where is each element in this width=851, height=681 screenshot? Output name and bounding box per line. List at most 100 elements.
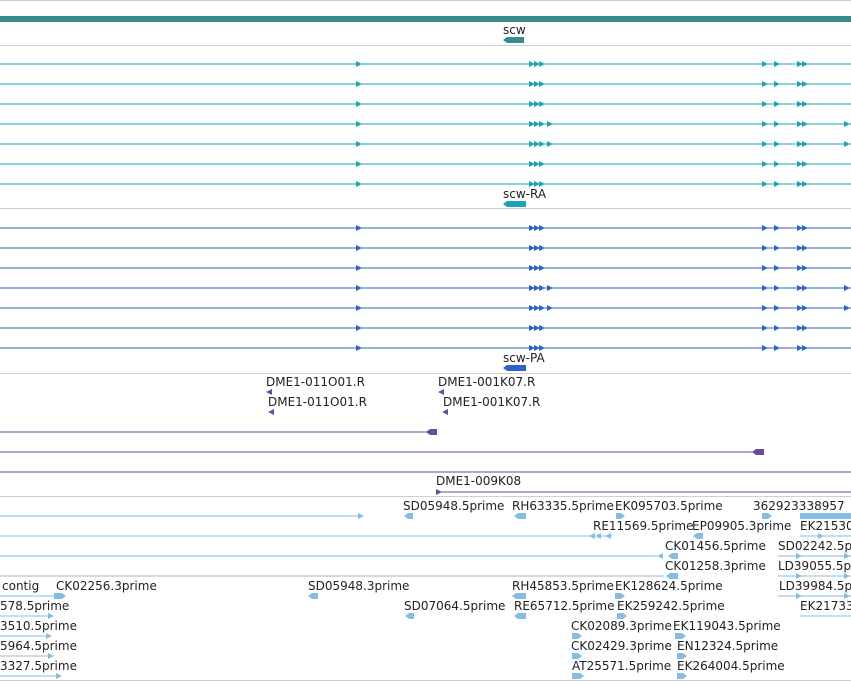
est-label[interactable]: EK264004.5prime — [677, 659, 785, 673]
exon-block[interactable] — [514, 513, 526, 519]
exon-arrow[interactable] — [797, 121, 803, 127]
exon-arrow[interactable] — [539, 121, 545, 127]
est-label[interactable]: LD39984.5p — [779, 579, 851, 593]
exon-arrow[interactable] — [762, 305, 768, 311]
exon-arrow[interactable] — [539, 345, 545, 351]
exon-arrow[interactable] — [844, 573, 850, 579]
exon-arrow[interactable] — [539, 225, 545, 231]
exon-arrow[interactable] — [774, 265, 780, 271]
exon-arrow[interactable] — [356, 345, 362, 351]
exon-arrow[interactable] — [774, 305, 780, 311]
exon-arrow[interactable] — [797, 225, 803, 231]
exon-arrow[interactable] — [539, 101, 545, 107]
exon-arrow[interactable] — [762, 181, 768, 187]
exon-arrow[interactable] — [605, 533, 611, 539]
exon-arrow[interactable] — [48, 653, 54, 659]
exon-arrow[interactable] — [797, 325, 803, 331]
exon-block[interactable] — [426, 429, 437, 435]
cdna-label[interactable]: DME1-001K07.R — [443, 395, 541, 409]
exon-arrow[interactable] — [802, 245, 808, 251]
exon-arrow[interactable] — [774, 181, 780, 187]
exon-block[interactable] — [572, 633, 582, 639]
exon-arrow[interactable] — [797, 265, 803, 271]
gene-label[interactable]: scw — [503, 23, 526, 37]
exon-arrow[interactable] — [774, 81, 780, 87]
protein-label[interactable]: scw-PA — [503, 351, 545, 365]
exon-block[interactable] — [405, 613, 414, 619]
exon-block[interactable] — [503, 365, 526, 371]
cdna-label[interactable]: DME1-011O01.R — [268, 395, 367, 409]
est-label[interactable]: EK119043.5prime — [673, 619, 781, 633]
exon-arrow[interactable] — [539, 161, 545, 167]
est-label[interactable]: 5964.5prime — [0, 639, 77, 653]
est-label[interactable]: LD39055.5p — [778, 559, 851, 573]
exon-arrow[interactable] — [762, 81, 768, 87]
exon-arrow[interactable] — [802, 121, 808, 127]
exon-arrow[interactable] — [802, 265, 808, 271]
exon-arrow[interactable] — [774, 325, 780, 331]
exon-block[interactable] — [666, 573, 678, 579]
exon-arrow[interactable] — [844, 593, 850, 599]
est-label[interactable]: AT25571.5prime — [572, 659, 672, 673]
est-label[interactable]: CK02256.3prime — [56, 579, 157, 593]
exon-arrow[interactable] — [802, 325, 808, 331]
exon-block[interactable] — [677, 653, 687, 659]
est-label[interactable]: CK02089.3prime — [571, 619, 672, 633]
exon-block[interactable] — [572, 653, 582, 659]
est-label[interactable]: CK02429.3prime — [571, 639, 672, 653]
exon-arrow[interactable] — [796, 593, 802, 599]
exon-block[interactable] — [503, 37, 524, 43]
exon-arrow[interactable] — [534, 285, 540, 291]
exon-block[interactable] — [572, 673, 584, 679]
est-label[interactable]: 578.5prime — [0, 599, 70, 613]
exon-arrow[interactable] — [534, 81, 540, 87]
exon-arrow[interactable] — [774, 161, 780, 167]
exon-arrow[interactable] — [797, 305, 803, 311]
gene-bar[interactable] — [0, 16, 851, 22]
exon-arrow[interactable] — [802, 61, 808, 67]
exon-arrow[interactable] — [802, 181, 808, 187]
exon-arrow[interactable] — [762, 345, 768, 351]
exon-arrow[interactable] — [438, 389, 444, 395]
exon-arrow[interactable] — [529, 81, 535, 87]
exon-arrow[interactable] — [534, 121, 540, 127]
exon-arrow[interactable] — [774, 141, 780, 147]
exon-arrow[interactable] — [797, 141, 803, 147]
exon-arrow[interactable] — [266, 389, 272, 395]
cdna-label[interactable]: DME1-009K08 — [436, 474, 522, 488]
exon-arrow[interactable] — [436, 489, 442, 495]
est-label[interactable]: SD02242.5p — [778, 539, 851, 553]
exon-arrow[interactable] — [802, 305, 808, 311]
exon-arrow[interactable] — [442, 409, 448, 415]
exon-arrow[interactable] — [268, 409, 274, 415]
est-label[interactable]: EK259242.5prime — [617, 599, 725, 613]
exon-arrow[interactable] — [356, 181, 362, 187]
exon-arrow[interactable] — [595, 533, 601, 539]
exon-arrow[interactable] — [802, 225, 808, 231]
exon-arrow[interactable] — [539, 141, 545, 147]
exon-arrow[interactable] — [534, 265, 540, 271]
exon-arrow[interactable] — [797, 245, 803, 251]
exon-arrow[interactable] — [547, 141, 553, 147]
exon-block[interactable] — [617, 613, 627, 619]
exon-arrow[interactable] — [802, 161, 808, 167]
exon-arrow[interactable] — [797, 181, 803, 187]
est-label[interactable]: CK01258.3prime — [665, 559, 766, 573]
exon-arrow[interactable] — [529, 161, 535, 167]
exon-arrow[interactable] — [796, 553, 802, 559]
exon-arrow[interactable] — [802, 101, 808, 107]
est-label[interactable]: EK21733 — [800, 599, 851, 613]
exon-arrow[interactable] — [539, 181, 545, 187]
exon-arrow[interactable] — [797, 101, 803, 107]
exon-arrow[interactable] — [797, 161, 803, 167]
exon-arrow[interactable] — [774, 101, 780, 107]
exon-arrow[interactable] — [356, 285, 362, 291]
est-label[interactable]: 3510.5prime — [0, 619, 77, 633]
exon-arrow[interactable] — [56, 673, 62, 679]
exon-arrow[interactable] — [774, 225, 780, 231]
exon-arrow[interactable] — [534, 101, 540, 107]
exon-block[interactable] — [514, 613, 526, 619]
exon-arrow[interactable] — [356, 245, 362, 251]
exon-arrow[interactable] — [529, 101, 535, 107]
exon-block[interactable] — [503, 201, 526, 207]
